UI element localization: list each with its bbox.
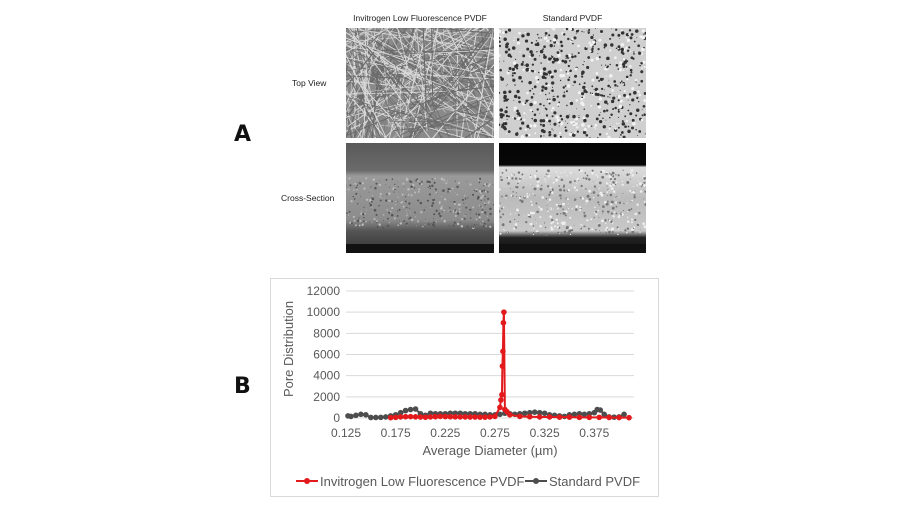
x-tick-label: 0.125 xyxy=(331,426,361,440)
y-axis-label: Pore Distribution xyxy=(281,301,296,397)
data-point-invitrogen xyxy=(586,414,593,421)
pore-distribution-chart: 0 2000 4000 6000 8000 10000 12000 0.125 0.175 0.2… xyxy=(281,284,640,489)
data-point-standard xyxy=(372,414,379,421)
data-point-standard xyxy=(521,410,528,417)
data-point-standard xyxy=(377,414,384,421)
y-tick-label: 0 xyxy=(333,411,340,425)
data-point-invitrogen xyxy=(492,413,498,420)
data-point-invitrogen xyxy=(432,413,439,420)
data-point-invitrogen xyxy=(499,363,506,369)
data-point-standard xyxy=(412,406,419,412)
row-label-cross-section: Cross-Section xyxy=(281,193,335,203)
data-point-invitrogen xyxy=(467,414,473,420)
legend: Invitrogen Low Fluorescence PVDF Standar… xyxy=(296,474,640,489)
data-point-invitrogen xyxy=(407,413,414,420)
data-point-standard xyxy=(382,414,389,420)
x-axis-label: Average Diameter (µm) xyxy=(422,443,557,458)
data-point-standard xyxy=(601,411,608,418)
data-point-invitrogen xyxy=(402,413,409,420)
data-point-invitrogen xyxy=(462,414,468,420)
data-point-standard xyxy=(581,411,588,418)
panel-b-label: B xyxy=(234,374,251,399)
sem-image-standard-top xyxy=(499,28,646,138)
data-point-invitrogen xyxy=(397,414,404,420)
y-tick-label: 6000 xyxy=(313,348,340,362)
chart-frame: 0 2000 4000 6000 8000 10000 12000 0.125 0.175 0.2… xyxy=(270,278,659,497)
y-tick-label: 2000 xyxy=(313,390,340,404)
data-point-invitrogen xyxy=(507,412,513,418)
column-header-invitrogen: Invitrogen Low Fluorescence PVDF xyxy=(353,13,487,23)
data-point-invitrogen xyxy=(566,414,573,420)
data-point-standard xyxy=(348,413,354,420)
data-point-invitrogen xyxy=(417,414,424,420)
legend-standard: Standard PVDF xyxy=(549,474,640,489)
data-point-invitrogen xyxy=(447,413,454,420)
data-point-invitrogen xyxy=(412,414,419,420)
data-point-standard xyxy=(541,410,548,417)
legend-marker-invitrogen xyxy=(304,478,310,484)
data-point-standard xyxy=(358,411,364,418)
data-point-invitrogen xyxy=(499,391,505,398)
data-point-invitrogen xyxy=(516,413,523,420)
data-point-invitrogen xyxy=(546,414,553,420)
data-point-invitrogen xyxy=(556,414,563,420)
data-point-invitrogen xyxy=(422,414,429,421)
sem-image-standard-cross-section xyxy=(499,143,646,253)
row-label-top-view: Top View xyxy=(292,78,327,88)
y-tick-label: 8000 xyxy=(313,326,340,340)
x-tick-label: 0.225 xyxy=(430,426,460,440)
data-point-invitrogen xyxy=(472,414,478,420)
panel-a-label: A xyxy=(234,122,252,147)
data-point-standard xyxy=(621,411,627,418)
data-point-invitrogen xyxy=(500,319,507,326)
data-point-standard xyxy=(397,409,404,416)
data-point-standard xyxy=(531,409,538,415)
y-tick-label: 4000 xyxy=(313,369,340,383)
data-point-invitrogen xyxy=(392,414,399,421)
data-point-invitrogen xyxy=(452,414,459,420)
data-point-standard xyxy=(536,409,543,416)
data-point-standard xyxy=(402,407,409,414)
x-tick-label: 0.275 xyxy=(480,426,510,440)
data-point-invitrogen xyxy=(616,414,622,421)
data-point-standard xyxy=(407,406,414,413)
data-point-invitrogen xyxy=(437,413,444,420)
data-point-standard xyxy=(571,411,578,418)
data-point-standard xyxy=(363,412,369,418)
column-header-standard: Standard PVDF xyxy=(542,13,603,23)
data-point-invitrogen xyxy=(387,414,394,421)
data-point-invitrogen xyxy=(487,414,493,420)
data-point-standard xyxy=(368,414,374,421)
data-point-invitrogen xyxy=(477,414,483,420)
data-point-invitrogen xyxy=(626,414,632,421)
x-tick-label: 0.175 xyxy=(381,426,411,440)
data-point-invitrogen xyxy=(500,348,506,355)
data-point-standard xyxy=(497,411,503,418)
data-point-invitrogen xyxy=(526,413,533,420)
data-point-invitrogen xyxy=(596,414,603,421)
data-point-invitrogen xyxy=(498,397,504,403)
x-tick-label: 0.375 xyxy=(579,426,609,440)
data-point-standard xyxy=(526,409,533,416)
data-point-invitrogen xyxy=(457,414,464,420)
data-point-invitrogen xyxy=(576,414,583,421)
data-point-standard xyxy=(597,407,604,413)
y-tick-label: 10000 xyxy=(307,305,341,319)
data-point-invitrogen xyxy=(501,309,507,315)
legend-marker-standard xyxy=(533,478,539,484)
x-tick-label: 0.325 xyxy=(530,426,560,440)
sem-image-invitrogen-top xyxy=(346,28,494,138)
data-point-invitrogen xyxy=(442,413,449,420)
series-line-invitrogen xyxy=(390,312,630,419)
data-point-invitrogen xyxy=(482,414,488,420)
data-point-invitrogen xyxy=(536,414,543,420)
legend-invitrogen: Invitrogen Low Fluorescence PVDF xyxy=(320,474,525,489)
data-point-standard xyxy=(353,412,359,419)
data-point-invitrogen xyxy=(606,414,612,421)
data-point-invitrogen xyxy=(497,404,503,411)
y-tick-label: 12000 xyxy=(307,284,341,298)
sem-image-invitrogen-cross-section xyxy=(346,143,494,253)
data-point-invitrogen xyxy=(427,414,434,420)
